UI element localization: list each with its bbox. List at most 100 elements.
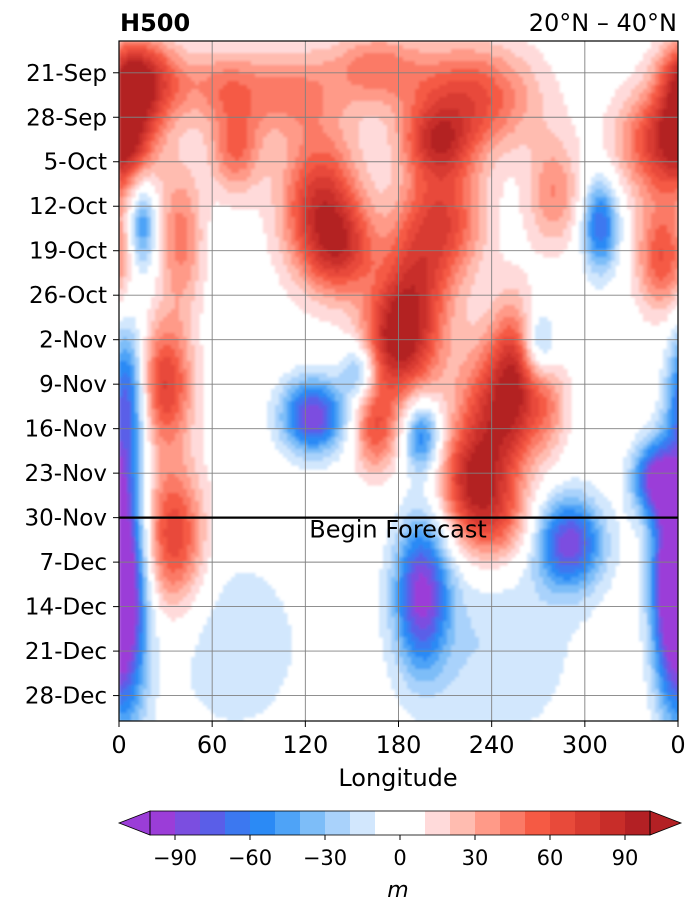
field-cell	[527, 165, 532, 170]
field-cell	[415, 173, 420, 178]
field-cell	[179, 137, 184, 142]
field-cell	[187, 89, 192, 94]
field-cell	[667, 81, 672, 86]
field-cell	[239, 81, 244, 86]
field-cell	[555, 125, 560, 130]
field-cell	[375, 41, 380, 46]
field-cell	[123, 193, 128, 198]
field-cell	[423, 53, 428, 58]
field-cell	[527, 189, 532, 194]
field-cell	[147, 165, 152, 170]
field-cell	[439, 173, 444, 178]
field-cell	[403, 173, 408, 178]
field-cell	[239, 49, 244, 54]
field-cell	[215, 53, 220, 58]
field-cell	[523, 105, 528, 110]
field-cell	[219, 145, 224, 150]
field-cell	[311, 193, 316, 198]
field-cell	[127, 81, 132, 86]
field-cell	[299, 81, 304, 86]
field-cell	[487, 121, 492, 126]
field-cell	[351, 121, 356, 126]
field-cell	[295, 165, 300, 170]
field-cell	[391, 81, 396, 86]
field-cell	[295, 137, 300, 142]
field-cell	[535, 141, 540, 146]
field-cell	[195, 61, 200, 66]
field-cell	[419, 45, 424, 50]
field-cell	[347, 89, 352, 94]
field-cell	[239, 165, 244, 170]
field-cell	[207, 109, 212, 114]
field-cell	[419, 133, 424, 138]
field-cell	[179, 125, 184, 130]
field-cell	[127, 73, 132, 78]
field-cell	[331, 45, 336, 50]
field-cell	[127, 165, 132, 170]
field-cell	[407, 181, 412, 186]
field-cell	[343, 53, 348, 58]
field-cell	[415, 49, 420, 54]
field-cell	[379, 189, 384, 194]
field-cell	[447, 57, 452, 62]
field-cell	[411, 145, 416, 150]
field-cell	[119, 65, 124, 70]
field-cell	[675, 133, 680, 138]
field-cell	[643, 137, 648, 142]
field-cell	[527, 53, 532, 58]
field-cell	[535, 77, 540, 82]
field-cell	[263, 97, 268, 102]
field-cell	[287, 125, 292, 130]
field-cell	[503, 41, 508, 46]
field-cell	[143, 173, 148, 178]
field-cell	[627, 181, 632, 186]
field-cell	[671, 181, 676, 186]
field-cell	[663, 137, 668, 142]
field-cell	[191, 73, 196, 78]
field-cell	[331, 97, 336, 102]
field-cell	[435, 133, 440, 138]
field-cell	[651, 53, 656, 58]
field-cell	[639, 73, 644, 78]
field-cell	[199, 81, 204, 86]
field-cell	[255, 81, 260, 86]
field-cell	[559, 153, 564, 158]
field-cell	[295, 173, 300, 178]
field-cell	[615, 133, 620, 138]
field-cell	[119, 149, 124, 154]
field-cell	[295, 109, 300, 114]
field-cell	[455, 193, 460, 198]
field-cell	[119, 81, 124, 86]
field-cell	[295, 193, 300, 198]
field-cell	[471, 133, 476, 138]
field-cell	[299, 57, 304, 62]
field-cell	[643, 101, 648, 106]
field-cell	[431, 53, 436, 58]
field-cell	[479, 177, 484, 182]
field-cell	[407, 85, 412, 90]
field-cell	[459, 145, 464, 150]
field-cell	[163, 153, 168, 158]
field-cell	[263, 133, 268, 138]
field-cell	[179, 109, 184, 114]
field-cell	[639, 153, 644, 158]
field-cell	[487, 61, 492, 66]
field-cell	[383, 85, 388, 90]
field-cell	[243, 57, 248, 62]
field-cell	[435, 169, 440, 174]
field-cell	[251, 73, 256, 78]
field-cell	[271, 157, 276, 162]
field-cell	[555, 181, 560, 186]
field-cell	[531, 181, 536, 186]
field-cell	[215, 73, 220, 78]
field-cell	[151, 81, 156, 86]
field-cell	[447, 137, 452, 142]
field-cell	[631, 181, 636, 186]
field-cell	[539, 125, 544, 130]
field-cell	[483, 137, 488, 142]
field-cell	[379, 73, 384, 78]
field-cell	[171, 101, 176, 106]
field-cell	[219, 41, 224, 46]
field-cell	[375, 85, 380, 90]
field-cell	[123, 137, 128, 142]
